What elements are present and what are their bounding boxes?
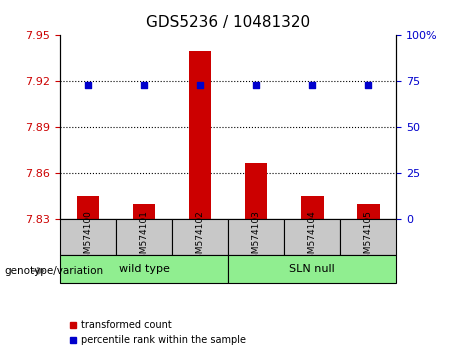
FancyBboxPatch shape: [228, 219, 284, 255]
Text: wild type: wild type: [118, 264, 170, 274]
FancyBboxPatch shape: [340, 219, 396, 255]
Text: GSM574102: GSM574102: [195, 210, 205, 264]
Point: [253, 82, 260, 88]
Point: [140, 82, 148, 88]
Text: GSM574103: GSM574103: [252, 210, 261, 265]
Bar: [77, 196, 99, 219]
Point: [196, 82, 204, 88]
Point: [365, 82, 372, 88]
Text: GSM574100: GSM574100: [83, 210, 93, 265]
Bar: [133, 204, 155, 219]
Title: GDS5236 / 10481320: GDS5236 / 10481320: [146, 15, 310, 30]
Point: [84, 82, 92, 88]
Bar: [245, 163, 267, 219]
Point: [309, 82, 316, 88]
FancyBboxPatch shape: [60, 255, 228, 283]
FancyBboxPatch shape: [172, 219, 228, 255]
Text: GSM574105: GSM574105: [364, 210, 373, 265]
Text: GSM574104: GSM574104: [308, 210, 317, 264]
FancyBboxPatch shape: [116, 219, 172, 255]
Legend: transformed count, percentile rank within the sample: transformed count, percentile rank withi…: [65, 316, 250, 349]
FancyBboxPatch shape: [60, 219, 116, 255]
Text: genotype/variation: genotype/variation: [5, 266, 104, 276]
FancyBboxPatch shape: [284, 219, 340, 255]
Bar: [357, 204, 379, 219]
Text: GSM574101: GSM574101: [140, 210, 148, 265]
Text: SLN null: SLN null: [290, 264, 335, 274]
Bar: [301, 196, 324, 219]
FancyBboxPatch shape: [228, 255, 396, 283]
Bar: [189, 51, 211, 219]
